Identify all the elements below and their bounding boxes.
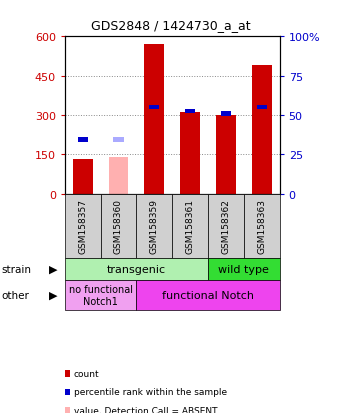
Bar xyxy=(221,112,231,117)
Text: ▶: ▶ xyxy=(49,290,57,300)
Text: no functional
Notch1: no functional Notch1 xyxy=(69,284,133,306)
Bar xyxy=(109,157,128,194)
Bar xyxy=(78,138,88,143)
Bar xyxy=(73,160,92,194)
Text: count: count xyxy=(74,369,99,378)
Text: GSM158360: GSM158360 xyxy=(114,199,123,254)
Text: wild type: wild type xyxy=(218,264,269,274)
Text: GSM158361: GSM158361 xyxy=(186,199,195,254)
Bar xyxy=(114,138,123,143)
Text: transgenic: transgenic xyxy=(107,264,166,274)
Text: functional Notch: functional Notch xyxy=(162,290,254,300)
Bar xyxy=(149,105,159,110)
Text: GDS2848 / 1424730_a_at: GDS2848 / 1424730_a_at xyxy=(91,19,250,31)
Text: GSM158359: GSM158359 xyxy=(150,199,159,254)
Bar xyxy=(257,105,267,110)
Text: percentile rank within the sample: percentile rank within the sample xyxy=(74,387,227,396)
Bar xyxy=(180,113,200,194)
Text: GSM158362: GSM158362 xyxy=(221,199,231,254)
Text: other: other xyxy=(2,290,30,300)
Text: strain: strain xyxy=(2,264,32,274)
Text: GSM158363: GSM158363 xyxy=(257,199,266,254)
Text: value, Detection Call = ABSENT: value, Detection Call = ABSENT xyxy=(74,406,217,413)
Bar xyxy=(216,116,236,194)
Bar xyxy=(185,109,195,114)
Bar xyxy=(145,45,164,194)
Text: GSM158357: GSM158357 xyxy=(78,199,87,254)
Bar xyxy=(252,66,271,194)
Text: ▶: ▶ xyxy=(49,264,57,274)
